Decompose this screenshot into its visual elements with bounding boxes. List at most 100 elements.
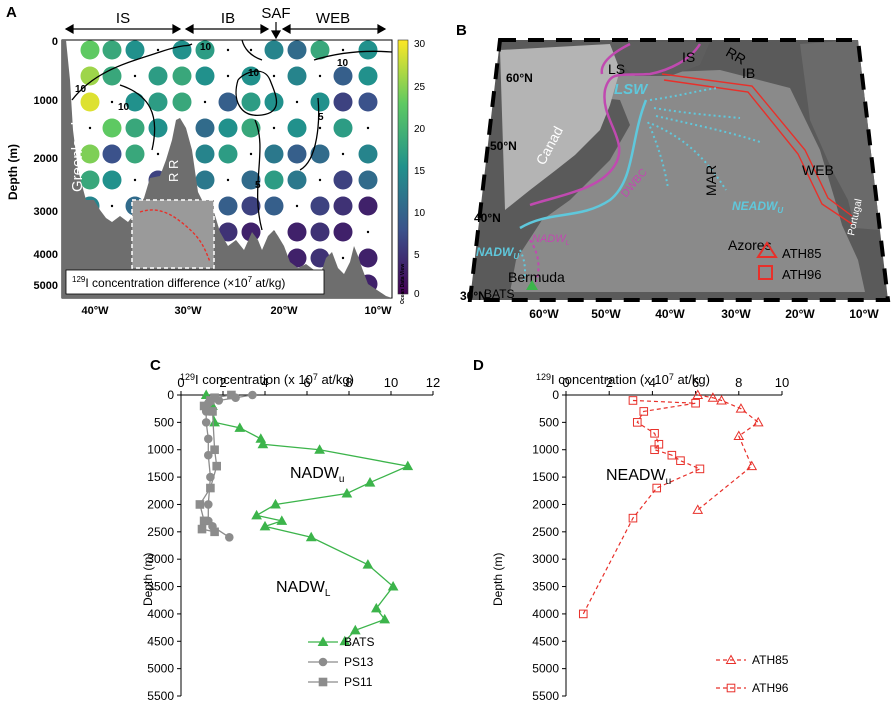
svg-text:1000: 1000 — [34, 95, 58, 107]
sample-point — [203, 100, 207, 104]
svg-text:10°W: 10°W — [849, 307, 879, 321]
concentration-dot — [264, 144, 284, 164]
d-x-tick-label: 0 — [562, 375, 569, 390]
concentration-dot — [195, 40, 215, 60]
greenland-label: Greenland — [69, 122, 86, 192]
concentration-dot — [195, 144, 215, 164]
concentration-dot — [125, 118, 145, 138]
sample-point — [133, 74, 137, 78]
d-y-tick-label: 0 — [552, 388, 559, 402]
label-azores: Azores — [728, 237, 772, 253]
d-point-ath96 — [639, 407, 649, 416]
concentration-dot — [358, 170, 378, 190]
d-point-ath96 — [628, 513, 638, 523]
c-x-tick-label: 8 — [345, 375, 352, 390]
region-bar — [64, 22, 387, 40]
c-series-bats — [200, 389, 414, 646]
c-legend-marker — [318, 677, 328, 687]
c-y-tick-label: 3000 — [147, 552, 174, 566]
d-legend: ATH85 ATH96 — [716, 653, 789, 695]
d-point-ath96 — [628, 396, 638, 405]
c-point-bats — [370, 602, 382, 613]
legend-ath85-label: ATH85 — [782, 246, 822, 261]
contour-labels: 10 10 10 10 5 5 10 — [75, 42, 349, 191]
concentration-dot — [310, 40, 330, 60]
concentration-dot — [264, 170, 284, 190]
nadwl-label: NADWL — [532, 233, 570, 247]
sample-point — [226, 178, 230, 182]
c-annotation-nadwl: NADWL — [276, 579, 331, 599]
concentration-dot — [218, 92, 238, 112]
concentration-dot — [264, 196, 284, 216]
svg-text:20°W: 20°W — [785, 307, 815, 321]
d-line-ath85 — [697, 394, 760, 511]
sample-point — [226, 74, 230, 78]
concentration-dot — [241, 222, 261, 242]
concentration-dot — [358, 144, 378, 164]
legend-ath96-label: ATH96 — [782, 267, 822, 282]
concentration-dot — [80, 144, 100, 164]
concentration-dot — [148, 66, 168, 86]
c-point-ps13 — [204, 450, 213, 460]
c-y-tick-label: 4500 — [147, 634, 174, 648]
concentration-dot — [310, 92, 330, 112]
svg-text:129I concentration difference: 129I concentration difference (×107 at/k… — [72, 275, 285, 290]
d-point-ath96 — [676, 456, 685, 465]
concentration-dot — [241, 92, 261, 112]
c-y-tick-label: 3500 — [147, 580, 174, 594]
c-point-bats — [349, 624, 361, 635]
c-point-ps11 — [210, 527, 219, 537]
concentration-dot — [287, 66, 307, 86]
d-y-tick-label: 3000 — [532, 552, 559, 566]
legend-a: 129I concentration difference (×107 at/k… — [65, 269, 325, 295]
panel-letter-d: D — [473, 357, 484, 374]
svg-text:2000: 2000 — [34, 153, 58, 165]
c-point-bats — [314, 444, 325, 454]
c-point-ps11 — [212, 461, 222, 471]
svg-text:10: 10 — [337, 58, 349, 69]
svg-text:50°W: 50°W — [591, 307, 621, 321]
c-point-ps11 — [210, 445, 219, 455]
c-point-bats — [362, 559, 374, 569]
inset-map — [131, 199, 215, 269]
colorbar-ticks: 30 25 20 15 10 5 0 — [414, 39, 426, 300]
svg-text:0: 0 — [52, 36, 58, 48]
svg-text:10: 10 — [414, 208, 426, 219]
a-y-axis-label: Depth (m) — [6, 144, 20, 200]
d-point-ath85 — [692, 389, 704, 399]
c-x-tick-label: 4 — [261, 375, 268, 390]
c-x-tick-label: 2 — [219, 375, 226, 390]
sample-point — [341, 152, 345, 156]
label-ib: IB — [742, 65, 755, 81]
label-ls: LS — [608, 61, 625, 77]
panel-letter-c: C — [150, 357, 161, 374]
svg-text:60°N: 60°N — [506, 71, 533, 85]
svg-text:20°W: 20°W — [270, 305, 298, 317]
d-point-ath96 — [652, 483, 662, 493]
svg-text:10: 10 — [200, 42, 212, 53]
d-y-tick-label: 2000 — [532, 497, 559, 511]
d-point-ath85 — [752, 416, 764, 427]
concentration-dot — [310, 222, 330, 242]
c-y-tick-label: 1000 — [147, 443, 174, 457]
region-saf-label: SAF — [261, 5, 290, 22]
concentration-dot — [358, 66, 378, 86]
c-legend-label-bats: BATS — [344, 635, 374, 649]
c-point-ps11 — [197, 524, 207, 534]
sample-point — [366, 230, 370, 234]
svg-text:40°N: 40°N — [474, 211, 501, 225]
concentration-dot — [287, 170, 307, 190]
c-point-bats — [387, 581, 399, 591]
legend-ath85-marker — [756, 241, 778, 258]
c-legend: BATS PS13 PS11 — [308, 635, 374, 689]
a-x-ticks: 40°W 30°W 20°W 10°W — [81, 305, 392, 317]
svg-text:0: 0 — [414, 289, 420, 300]
d-legend-label-ath96: ATH96 — [752, 681, 789, 695]
c-legend-marker — [318, 657, 328, 667]
concentration-dot — [148, 92, 168, 112]
concentration-dot — [218, 118, 238, 138]
concentration-dot — [310, 196, 330, 216]
c-y-tick-label: 2000 — [147, 497, 174, 511]
d-point-ath85 — [716, 394, 727, 405]
c-x-tick-label: 12 — [426, 375, 440, 390]
